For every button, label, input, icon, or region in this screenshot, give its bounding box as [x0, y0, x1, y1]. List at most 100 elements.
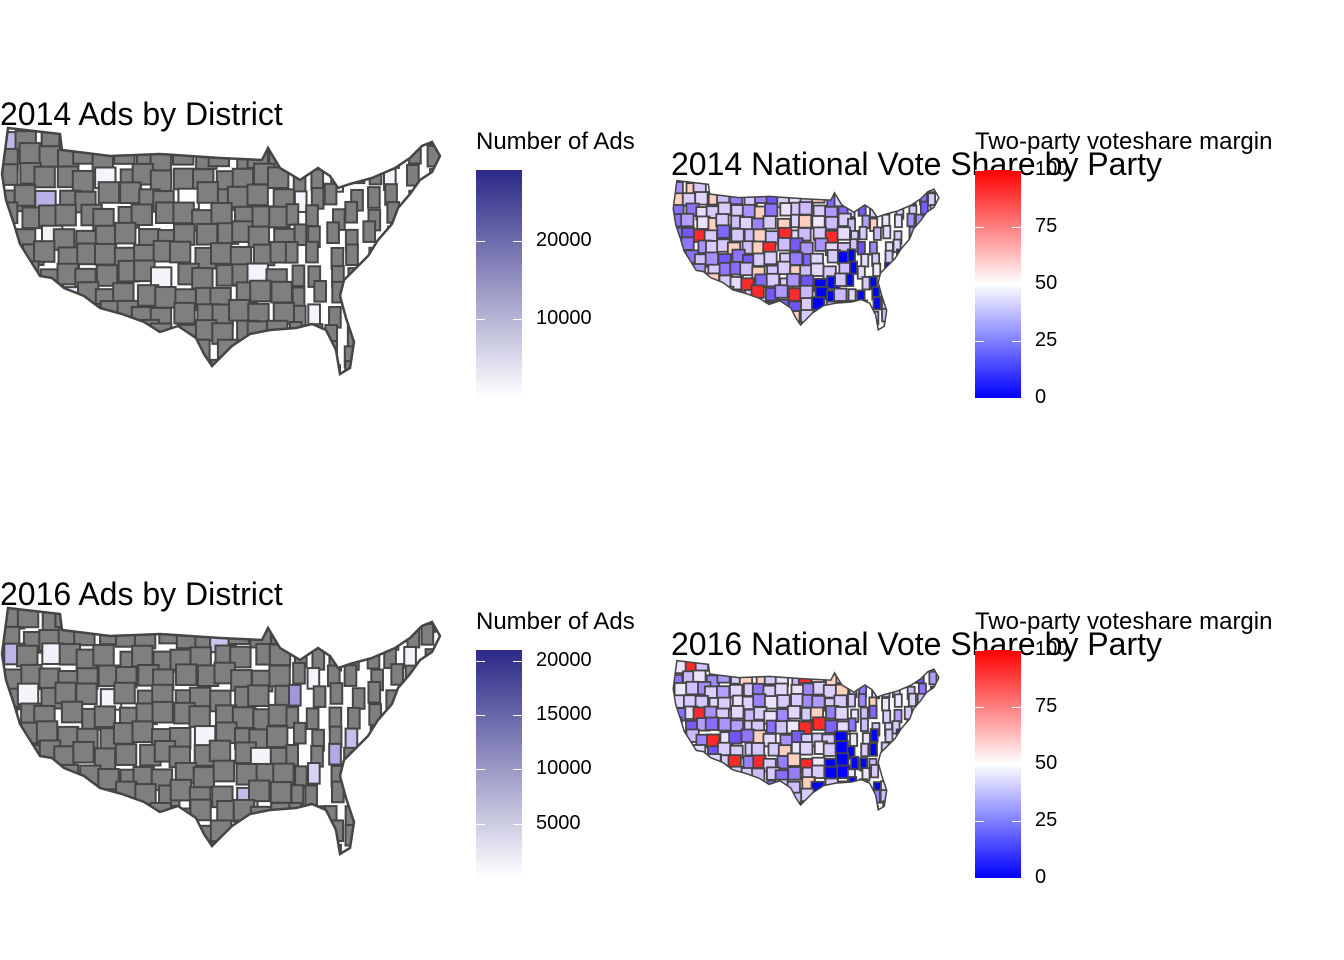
legend-tick-label: 75: [1035, 215, 1058, 237]
district-shape: [720, 790, 735, 805]
district-shape: [799, 741, 814, 756]
district-shape: [919, 200, 929, 216]
district-shape: [19, 841, 42, 854]
district-shape: [111, 802, 135, 825]
district-shape: [716, 661, 731, 676]
district-shape: [447, 647, 459, 668]
district-shape: [751, 767, 766, 782]
district-shape: [305, 825, 320, 849]
district-shape: [787, 181, 802, 196]
district-shape: [883, 322, 893, 330]
district-shape: [450, 725, 462, 746]
district-shape: [825, 801, 840, 810]
district-shape: [882, 709, 892, 724]
district-shape: [730, 322, 745, 330]
legend-tick-mark: [975, 650, 984, 651]
district-shape: [673, 309, 683, 324]
district-shape: [176, 609, 200, 632]
district-shape: [306, 362, 321, 374]
district-shape: [681, 767, 696, 783]
district-shape: [892, 800, 902, 810]
district-shape: [906, 212, 916, 228]
district-shape: [402, 323, 417, 346]
district-shape: [292, 128, 307, 149]
district-shape: [73, 820, 97, 844]
district-shape: [2, 163, 19, 186]
legend-tick-mark: [975, 398, 984, 399]
district-shape: [421, 669, 436, 693]
district-shape: [403, 782, 418, 806]
district-shape: [385, 304, 400, 327]
district-shape: [293, 147, 308, 171]
district-shape: [673, 789, 688, 804]
district-shape: [305, 707, 320, 731]
district-shape: [767, 180, 782, 194]
district-shape: [364, 128, 378, 151]
district-shape: [915, 757, 925, 773]
legend-tick-mark: [476, 660, 485, 662]
district-shape: [255, 129, 278, 152]
district-shape: [404, 300, 418, 324]
district-shape: [915, 765, 925, 781]
district-shape: [928, 240, 938, 256]
district-shape: [856, 313, 866, 328]
district-shape: [856, 265, 866, 280]
district-shape: [175, 626, 199, 650]
legend-tick-label: 10000: [536, 757, 592, 780]
district-shape: [92, 804, 115, 827]
legend-title: Two-party voteshare margin: [975, 128, 1273, 155]
legend-tick-mark: [975, 284, 984, 285]
district-shape: [893, 260, 903, 275]
district-shape: [882, 180, 891, 194]
district-shape: [790, 661, 806, 677]
district-shape: [684, 790, 699, 805]
district-shape: [905, 744, 915, 759]
district-shape: [34, 799, 58, 823]
district-shape: [680, 212, 695, 228]
district-shape: [848, 789, 858, 805]
district-shape: [728, 791, 743, 806]
district-shape: [405, 608, 419, 627]
district-shape: [681, 805, 696, 810]
district-shape: [196, 361, 219, 374]
district-shape: [246, 183, 269, 207]
district-shape: [248, 779, 271, 803]
district-shape: [426, 768, 440, 791]
district-shape: [763, 250, 778, 266]
legend-tick-mark: [1012, 284, 1021, 285]
district-shape: [908, 669, 918, 684]
district-shape: [404, 760, 419, 784]
district-shape: [752, 321, 767, 330]
district-shape: [446, 225, 458, 246]
district-shape: [860, 180, 870, 193]
district-shape: [896, 757, 906, 773]
district-shape: [917, 803, 927, 810]
district-shape: [927, 324, 937, 330]
district-shape: [811, 323, 827, 330]
district-shape: [119, 181, 142, 205]
district-shape: [777, 308, 793, 323]
district-shape: [268, 341, 292, 364]
district-shape: [835, 669, 850, 684]
district-shape: [945, 290, 952, 303]
district-shape: [730, 660, 745, 674]
district-shape: [811, 660, 827, 674]
district-shape: [684, 296, 700, 312]
district-shape: [681, 275, 696, 291]
district-shape: [445, 690, 457, 711]
district-shape: [362, 220, 377, 243]
district-shape: [150, 823, 174, 847]
district-shape: [210, 202, 233, 225]
district-shape: [695, 776, 710, 791]
district-shape: [918, 285, 928, 301]
district-shape: [116, 346, 140, 370]
district-shape: [423, 826, 438, 850]
legend-tick-label: 50: [1035, 272, 1058, 294]
district-shape: [294, 765, 308, 789]
district-shape: [942, 193, 949, 206]
district-shape: [270, 280, 293, 304]
district-shape: [444, 205, 456, 226]
district-shape: [192, 766, 216, 789]
district-shape: [347, 304, 362, 327]
legend-tick-label: 20000: [536, 648, 592, 671]
